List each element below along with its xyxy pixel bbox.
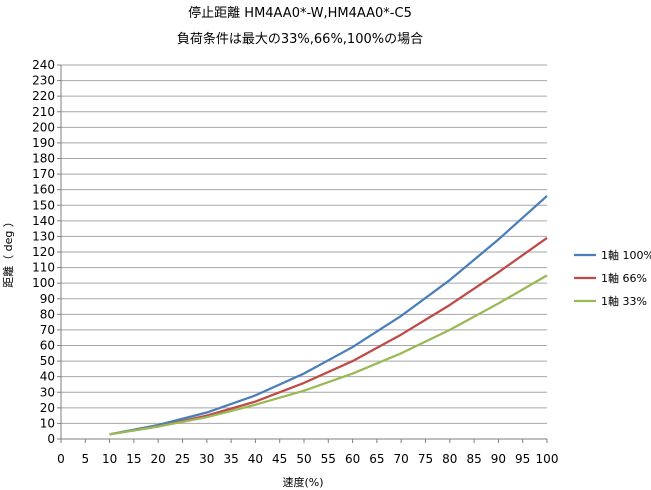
y-tick-label: 200 bbox=[32, 120, 55, 134]
chart-subtitle: 負荷条件は最大の33%,66%,100%の場合 bbox=[177, 31, 423, 47]
y-tick-label: 230 bbox=[32, 74, 55, 88]
y-tick-label: 100 bbox=[32, 276, 55, 290]
series-line-0 bbox=[109, 195, 548, 436]
x-tick-label: 100 bbox=[536, 452, 559, 466]
legend: 1軸 100% 1軸 66% 1軸 33% bbox=[574, 248, 651, 308]
x-tick-labels: 0 5 10 15 20 25 30 35 40 45 50 55 60 65 70 75 80 85 90 95 10… bbox=[57, 452, 558, 466]
y-tick-label: 40 bbox=[40, 370, 55, 384]
y-tick-label: 140 bbox=[32, 214, 55, 228]
x-tick-label: 40 bbox=[248, 452, 263, 466]
y-tick-label: 220 bbox=[32, 89, 55, 103]
series-lines bbox=[109, 195, 548, 436]
x-tick-label: 35 bbox=[223, 452, 238, 466]
x-tick-label: 45 bbox=[272, 452, 287, 466]
y-tick-label: 50 bbox=[40, 354, 55, 368]
y-tick-label: 0 bbox=[47, 432, 55, 446]
y-tick-label: 180 bbox=[32, 152, 55, 166]
x-tick-label: 90 bbox=[491, 452, 506, 466]
x-tick-label: 60 bbox=[345, 452, 360, 466]
x-tick-label: 50 bbox=[296, 452, 311, 466]
y-tick-label: 130 bbox=[32, 229, 55, 243]
x-tick-label: 10 bbox=[102, 452, 117, 466]
x-tick-label: 75 bbox=[418, 452, 433, 466]
x-tick-label: 85 bbox=[466, 452, 481, 466]
legend-label: 1軸 66% bbox=[601, 271, 647, 285]
x-tick-label: 65 bbox=[369, 452, 384, 466]
y-tick-label: 10 bbox=[40, 416, 55, 430]
y-tick-label: 90 bbox=[40, 292, 55, 306]
x-tick-label: 95 bbox=[515, 452, 530, 466]
y-tick-label: 120 bbox=[32, 245, 55, 259]
y-tick-label: 150 bbox=[32, 198, 55, 212]
axes bbox=[57, 64, 548, 443]
y-tick-label: 110 bbox=[32, 261, 55, 275]
x-tick-label: 80 bbox=[442, 452, 457, 466]
x-axis-label: 速度(%) bbox=[282, 475, 323, 489]
y-tick-label: 190 bbox=[32, 136, 55, 150]
y-tick-label: 20 bbox=[40, 401, 55, 415]
x-tick-label: 30 bbox=[199, 452, 214, 466]
series-line-2 bbox=[109, 274, 548, 436]
y-tick-label: 80 bbox=[40, 307, 55, 321]
y-tick-label: 70 bbox=[40, 323, 55, 337]
y-tick-label: 60 bbox=[40, 339, 55, 353]
y-tick-label: 170 bbox=[32, 167, 55, 181]
x-tick-label: 20 bbox=[151, 452, 166, 466]
x-tick-label: 25 bbox=[175, 452, 190, 466]
chart-title: 停止距離 HM4AA0*-W,HM4AA0*-C5 bbox=[188, 5, 412, 21]
legend-label: 1軸 33% bbox=[601, 294, 647, 308]
legend-label: 1軸 100% bbox=[601, 248, 651, 262]
x-tick-label: 70 bbox=[394, 452, 409, 466]
y-axis-label: 距離（ deg ） bbox=[1, 216, 15, 288]
x-tick-label: 55 bbox=[321, 452, 336, 466]
x-tick-label: 5 bbox=[81, 452, 89, 466]
y-tick-label: 30 bbox=[40, 385, 55, 399]
x-tick-label: 0 bbox=[57, 452, 65, 466]
y-tick-label: 240 bbox=[32, 58, 55, 72]
x-tick-label: 15 bbox=[126, 452, 141, 466]
y-tick-label: 160 bbox=[32, 183, 55, 197]
grid-lines bbox=[61, 64, 547, 424]
y-tick-label: 210 bbox=[32, 105, 55, 119]
